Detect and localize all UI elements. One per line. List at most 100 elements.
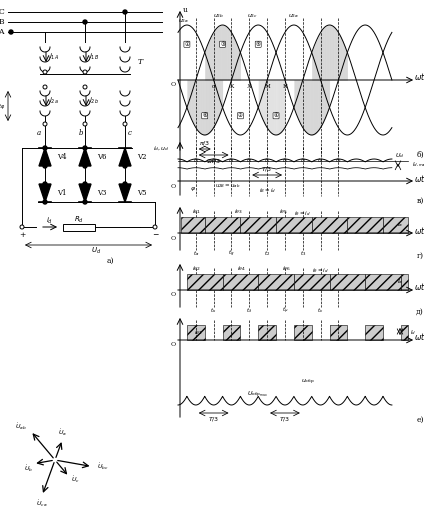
Circle shape: [83, 20, 87, 24]
Bar: [401, 274, 408, 290]
Text: $\dot{U}_{ab}$: $\dot{U}_{ab}$: [15, 422, 27, 432]
Text: б): б): [416, 151, 424, 159]
Circle shape: [9, 30, 13, 34]
Text: $t_8$: $t_8$: [318, 157, 324, 165]
Circle shape: [83, 164, 87, 168]
Bar: [240, 217, 276, 233]
Bar: [223, 274, 258, 290]
Text: $i_{\theta 1}$: $i_{\theta 1}$: [194, 328, 202, 337]
Text: V2: V2: [137, 153, 147, 161]
Bar: [294, 325, 312, 340]
Text: $U_d$: $U_d$: [395, 151, 404, 160]
Circle shape: [83, 122, 87, 126]
Text: $U_{2\varphi}$: $U_{2\varphi}$: [0, 100, 5, 112]
Text: $u_{2c}$: $u_{2c}$: [247, 12, 259, 20]
Text: $T/3$: $T/3$: [262, 165, 273, 173]
Text: ③: ③: [220, 42, 225, 47]
Text: $i_{1A}$: $i_{1A}$: [49, 52, 59, 62]
Text: −: −: [152, 231, 158, 239]
Text: $i_{\theta 2}$: $i_{\theta 2}$: [192, 265, 201, 273]
Text: $U_{\text{обр}_{\max}}$: $U_{\text{обр}_{\max}}$: [247, 390, 269, 400]
Text: O: O: [171, 342, 176, 348]
Text: c: c: [128, 129, 132, 137]
Text: α: α: [212, 83, 215, 89]
Text: К: К: [229, 83, 234, 89]
Text: $t_\kappa$: $t_\kappa$: [210, 306, 217, 316]
Circle shape: [43, 182, 47, 186]
Text: $i_{\theta 3}$: $i_{\theta 3}$: [234, 208, 243, 216]
Bar: [329, 325, 347, 340]
Bar: [294, 274, 329, 290]
Text: $\pi/3$: $\pi/3$: [199, 139, 210, 147]
Text: $U_d$: $U_d$: [92, 246, 102, 256]
Text: O: O: [171, 235, 176, 241]
Text: $i_\theta=i_d$: $i_\theta=i_d$: [312, 267, 329, 276]
Text: V1: V1: [57, 189, 67, 197]
Text: O: O: [171, 183, 176, 188]
Text: O: O: [171, 293, 176, 298]
Text: ④: ④: [273, 113, 279, 118]
Circle shape: [83, 182, 87, 186]
Text: $u_{2a}$: $u_{2a}$: [178, 17, 189, 25]
Text: $t_a$: $t_a$: [192, 250, 199, 259]
Text: $i_d,u_d$: $i_d,u_d$: [153, 145, 170, 153]
Text: $t_6$: $t_6$: [282, 157, 288, 165]
Text: V4: V4: [57, 153, 67, 161]
Text: $u_{\text{обр}}$: $u_{\text{обр}}$: [301, 377, 315, 387]
Text: $t_2$: $t_2$: [264, 250, 270, 259]
Bar: [383, 217, 408, 233]
Text: Л: Л: [247, 83, 251, 89]
Text: b: b: [79, 129, 83, 137]
Text: $i_{\theta 5}$: $i_{\theta 5}$: [279, 208, 287, 216]
Circle shape: [43, 164, 47, 168]
Bar: [181, 217, 205, 233]
Circle shape: [20, 225, 24, 229]
Text: $I_d$: $I_d$: [410, 328, 416, 337]
Circle shape: [43, 70, 47, 74]
Text: ⑤: ⑤: [256, 42, 261, 47]
Text: $t_4$: $t_4$: [246, 157, 253, 165]
Text: $I_{d,max}$: $I_{d,max}$: [412, 161, 424, 169]
Text: а): а): [106, 257, 114, 265]
Circle shape: [43, 85, 47, 89]
Text: $\dot{U}_{bc}$: $\dot{U}_{bc}$: [97, 461, 108, 472]
Circle shape: [153, 225, 157, 229]
Text: $i_{2a}$: $i_{2a}$: [49, 96, 59, 106]
Text: $T/3$: $T/3$: [208, 415, 219, 423]
Circle shape: [123, 182, 127, 186]
Text: $\omega t$: $\omega t$: [414, 225, 424, 235]
Text: $t_\nu$: $t_\nu$: [318, 306, 324, 316]
Text: a: a: [37, 129, 41, 137]
Text: $t_3$: $t_3$: [300, 250, 306, 259]
Text: $i_B=i_d$: $i_B=i_d$: [259, 186, 276, 196]
Text: $I_a$: $I_a$: [397, 278, 403, 286]
Text: $i_{\theta 6}$: $i_{\theta 6}$: [282, 265, 290, 273]
Bar: [205, 217, 240, 233]
Circle shape: [123, 122, 127, 126]
Text: B: B: [0, 18, 4, 26]
Bar: [329, 274, 365, 290]
Text: $t_g$: $t_g$: [228, 249, 235, 259]
Text: O: O: [171, 82, 176, 88]
Text: A: A: [0, 28, 4, 36]
Bar: [223, 325, 240, 340]
Bar: [401, 325, 408, 340]
Polygon shape: [119, 184, 131, 202]
Text: д): д): [416, 309, 424, 317]
Text: $u_{2B}=u_{ab}$: $u_{2B}=u_{ab}$: [215, 182, 241, 190]
Circle shape: [43, 200, 47, 204]
Text: г): г): [416, 252, 424, 260]
Text: ⑥: ⑥: [202, 113, 207, 118]
Text: u: u: [183, 6, 188, 14]
Text: $t_5$: $t_5$: [264, 157, 270, 165]
Bar: [365, 274, 401, 290]
Bar: [258, 325, 276, 340]
Circle shape: [83, 85, 87, 89]
Circle shape: [83, 70, 87, 74]
Text: $t_2$: $t_2$: [211, 157, 217, 165]
Text: в): в): [416, 197, 424, 205]
Text: М: М: [264, 83, 270, 89]
Text: $t_7$: $t_7$: [300, 157, 306, 165]
Text: $\dot{U}_{ca}$: $\dot{U}_{ca}$: [36, 499, 48, 509]
Bar: [258, 274, 294, 290]
